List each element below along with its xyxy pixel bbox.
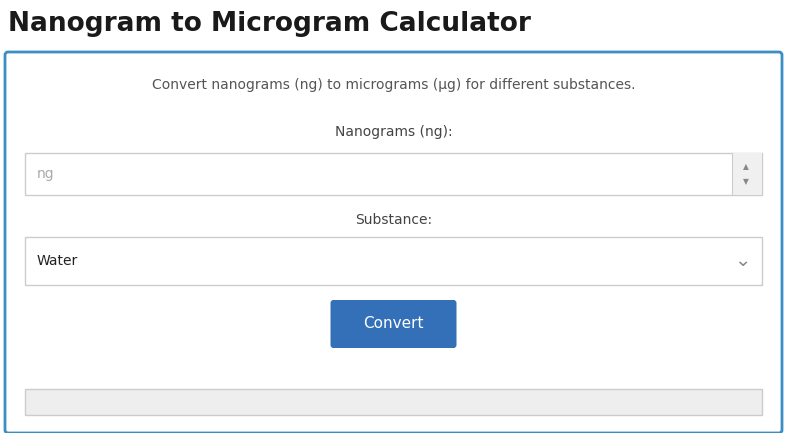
FancyBboxPatch shape [5,52,782,433]
FancyBboxPatch shape [331,300,456,348]
Text: ng: ng [37,167,54,181]
FancyBboxPatch shape [25,389,762,415]
Text: Nanograms (ng):: Nanograms (ng): [334,125,453,139]
Text: Nanogram to Microgram Calculator: Nanogram to Microgram Calculator [8,11,531,37]
Text: Convert: Convert [364,317,423,332]
FancyBboxPatch shape [25,153,762,195]
FancyBboxPatch shape [25,237,762,285]
Text: ⌄: ⌄ [733,252,750,271]
Text: ▼: ▼ [743,177,749,186]
Text: Convert nanograms (ng) to micrograms (μg) for different substances.: Convert nanograms (ng) to micrograms (μg… [152,78,635,92]
Text: Water: Water [37,254,78,268]
Text: Substance:: Substance: [355,213,432,227]
FancyBboxPatch shape [732,153,762,195]
Text: ▲: ▲ [743,162,749,171]
